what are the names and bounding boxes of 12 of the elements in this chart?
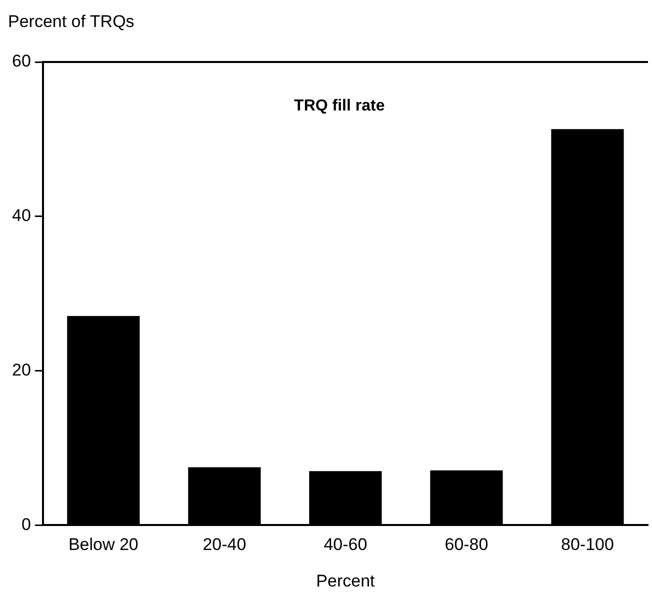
y-tick-label: 20 bbox=[12, 360, 31, 380]
annotation: TRQ fill rate bbox=[294, 97, 385, 114]
x-axis-title: Percent bbox=[316, 571, 376, 590]
x-tick-label: Below 20 bbox=[68, 535, 138, 554]
x-tick-label: 80-100 bbox=[561, 535, 614, 554]
y-tick-label: 60 bbox=[12, 52, 31, 71]
y-tick-label: 0 bbox=[21, 514, 31, 534]
x-tick-label: 60-80 bbox=[444, 535, 488, 554]
y-tick-label: 40 bbox=[12, 206, 31, 226]
x-tick-label: 40-60 bbox=[324, 535, 368, 554]
x-tick-label: 20-40 bbox=[202, 535, 246, 554]
y-axis-title: Percent of TRQs bbox=[8, 12, 134, 32]
